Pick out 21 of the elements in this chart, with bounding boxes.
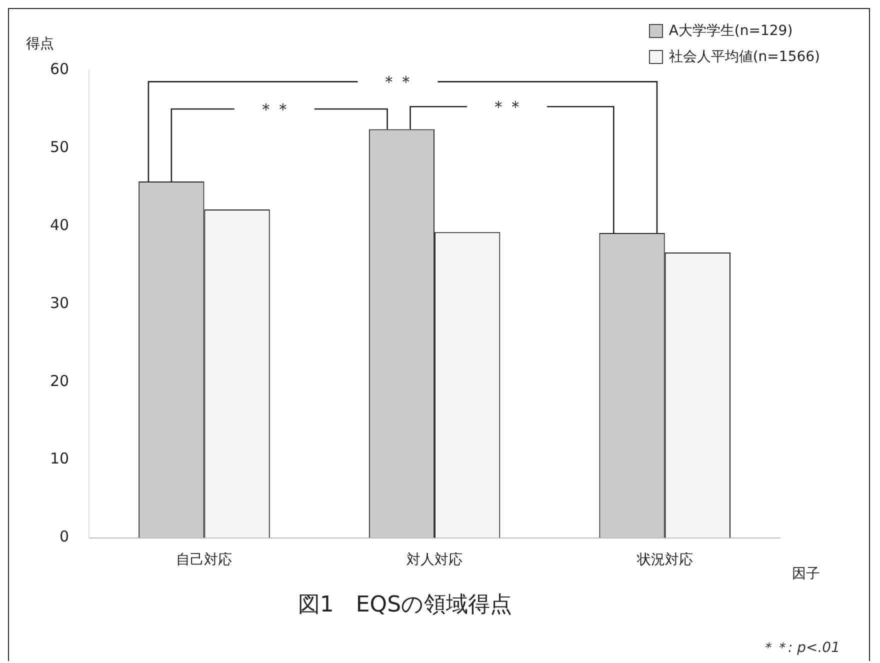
y-tick-label: 60 [50, 60, 70, 78]
significance-bracket: ＊＊ [170, 100, 388, 182]
y-tick-label: 10 [50, 450, 70, 468]
text: 図1 EQSの領域得点 [298, 592, 512, 618]
y-tick-label: 50 [50, 138, 70, 156]
x-tick-label: 状況対応 [636, 552, 693, 568]
y-tick-label: 20 [50, 372, 70, 390]
annotation: ＊＊ [380, 72, 415, 93]
y-axis-title: 得点 [26, 36, 54, 52]
y-tick-label: 0 [60, 528, 70, 546]
x-tick-label: 対人対応 [406, 552, 463, 568]
significance-bracket: ＊＊ [410, 98, 614, 234]
annotation: ＊＊ [490, 98, 524, 118]
x-axis-title: 因子 [792, 566, 820, 582]
y-tick-label: 40 [50, 216, 70, 234]
x-tick-label: 自己対応 [176, 552, 232, 568]
annotation: ＊＊ [257, 100, 292, 120]
y-tick-label: 30 [50, 294, 70, 312]
text: ＊＊: p<.01 [760, 639, 840, 657]
legend-label: A大学学生(n=129) [668, 22, 793, 40]
legend-label: 社会人平均値(n=1566) [668, 48, 820, 66]
